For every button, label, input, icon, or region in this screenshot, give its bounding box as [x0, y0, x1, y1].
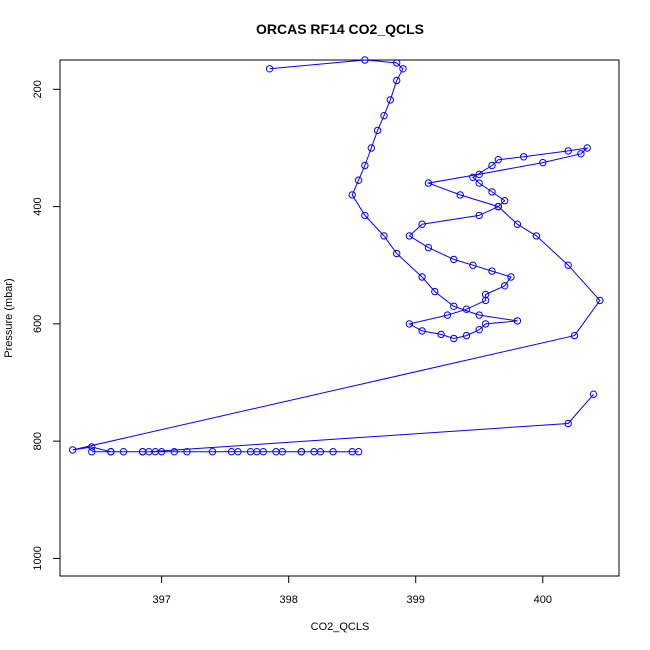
data-point — [481, 290, 490, 299]
data-point — [418, 273, 426, 281]
data-point — [513, 220, 522, 228]
data-point — [450, 334, 458, 343]
data-point — [583, 144, 591, 152]
y-axis-label: Pressure (mbar) — [3, 278, 15, 357]
data-point — [462, 331, 471, 340]
data-point — [469, 261, 477, 269]
y-tick-label: 800 — [32, 432, 44, 450]
data-point — [354, 176, 363, 184]
data-point — [361, 161, 369, 170]
data-point — [570, 331, 579, 340]
data-point — [450, 255, 458, 264]
data-point — [564, 261, 572, 269]
data-point — [297, 448, 306, 456]
data-point — [405, 320, 414, 328]
data-point — [354, 448, 363, 456]
data-point — [348, 191, 356, 199]
data-point — [456, 191, 464, 199]
data-point — [475, 170, 483, 179]
data-point — [278, 448, 286, 456]
data-point — [170, 448, 179, 456]
y-axis: 200 400 600 800 1000 — [32, 80, 60, 571]
data-point — [119, 448, 128, 456]
data-point — [564, 419, 572, 428]
data-point — [501, 197, 509, 205]
data-point — [494, 202, 502, 211]
data-point — [405, 232, 414, 240]
data-point — [399, 65, 407, 73]
data-point — [564, 147, 572, 155]
data-point — [577, 150, 585, 158]
x-tick-label: 397 — [152, 594, 170, 606]
data-point — [431, 287, 439, 296]
chart-title: ORCAS RF14 CO2_QCLS — [256, 21, 424, 37]
data-point — [481, 320, 490, 328]
data-point — [488, 188, 496, 196]
data-point — [234, 448, 242, 456]
data-point — [88, 443, 96, 451]
y-tick-label: 600 — [32, 315, 44, 333]
data-point — [475, 211, 483, 220]
data-point — [393, 76, 401, 85]
data-point — [494, 156, 502, 164]
x-axis: 397 398 399 400 — [152, 576, 552, 606]
data-point — [367, 144, 375, 152]
data-point — [265, 65, 274, 73]
data-point — [501, 282, 509, 290]
data-point — [532, 232, 541, 240]
data-point — [329, 448, 337, 456]
data-point — [107, 448, 115, 456]
data-point — [386, 96, 394, 104]
data-point — [88, 448, 96, 456]
data-point — [424, 243, 433, 252]
y-tick-label: 400 — [32, 197, 44, 215]
data-point — [596, 296, 604, 305]
series-line — [72, 59, 601, 453]
data-point — [539, 158, 547, 167]
plot-frame — [59, 59, 620, 577]
data-point — [475, 311, 483, 319]
x-tick-label: 399 — [407, 594, 425, 606]
data-point — [418, 327, 426, 335]
data-point — [259, 448, 267, 456]
x-tick-label: 400 — [534, 594, 552, 606]
data-point — [507, 273, 515, 281]
data-point — [393, 59, 401, 67]
data-point — [361, 56, 369, 64]
data-point — [462, 305, 471, 313]
data-point — [424, 179, 433, 187]
data-point — [373, 126, 382, 135]
data-point — [450, 302, 458, 310]
data-point — [488, 267, 496, 275]
data-point — [380, 232, 388, 240]
data-point — [393, 249, 401, 258]
data-point — [380, 112, 388, 120]
data-point — [183, 448, 191, 456]
x-axis-label: CO2_QCLS — [311, 621, 370, 633]
data-point — [469, 173, 477, 182]
y-tick-label: 1000 — [32, 546, 44, 570]
data-point — [361, 211, 369, 220]
data-point — [145, 448, 153, 456]
series-layer — [69, 56, 604, 456]
data-point — [589, 390, 598, 398]
data-point — [208, 448, 217, 456]
y-tick-label: 200 — [32, 80, 44, 98]
data-point — [481, 296, 490, 305]
data-point — [488, 161, 496, 170]
x-tick-label: 398 — [280, 594, 298, 606]
data-point — [475, 326, 483, 334]
data-point — [418, 220, 426, 228]
data-point — [513, 317, 522, 325]
data-point — [443, 311, 452, 319]
data-point — [475, 179, 483, 187]
data-point — [157, 448, 166, 456]
data-point — [69, 446, 77, 454]
data-point — [520, 153, 528, 161]
data-point — [316, 448, 325, 456]
data-point — [437, 330, 445, 339]
